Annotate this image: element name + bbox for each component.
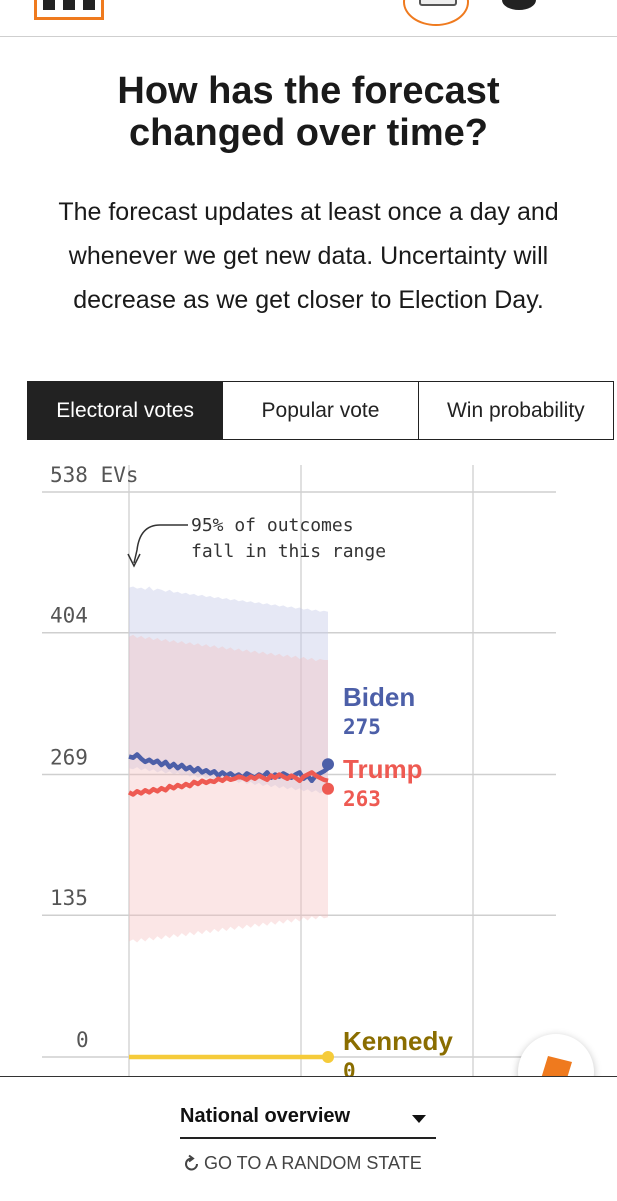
chevron-down-icon xyxy=(412,1115,426,1123)
y-tick-label: 538 EVs xyxy=(50,463,139,487)
trump-range-band xyxy=(129,634,328,943)
tab-electoral-votes[interactable]: Electoral votes xyxy=(28,382,223,439)
region-selector[interactable]: National overview xyxy=(180,1103,436,1139)
kennedy-value-label: 0 xyxy=(343,1059,356,1076)
biden-end-dot xyxy=(322,758,334,771)
annotation-line-1: 95% of outcomes xyxy=(191,515,354,536)
biden-range-band xyxy=(129,586,328,794)
tab-popular-vote[interactable]: Popular vote xyxy=(222,382,418,439)
trump-line xyxy=(127,770,329,797)
region-selector-label: National overview xyxy=(180,1105,351,1127)
annotation-line-2: fall in this range xyxy=(191,541,386,562)
y-tick-label: 0 xyxy=(76,1028,89,1052)
refresh-icon xyxy=(185,1154,198,1170)
site-logo[interactable] xyxy=(34,0,104,20)
y-tick-label: 135 xyxy=(50,886,88,910)
forecast-chart: 538 EVs 404 269 135 0 95% of outcomes fall i… xyxy=(42,463,556,1076)
metric-tabs: Electoral votes Popular vote Win probabi… xyxy=(27,381,614,440)
trump-end-dot xyxy=(322,782,334,795)
y-tick-label: 404 xyxy=(50,604,88,628)
kennedy-series-label: Kennedy xyxy=(343,1026,453,1056)
site-header xyxy=(0,0,617,37)
biden-value-label: 275 xyxy=(343,715,381,739)
trump-value-label: 263 xyxy=(343,787,381,811)
y-tick-label: 269 xyxy=(50,746,88,770)
kennedy-end-dot xyxy=(322,1051,334,1063)
account-icon[interactable] xyxy=(403,0,469,26)
tab-win-probability[interactable]: Win probability xyxy=(417,382,613,439)
menu-icon[interactable] xyxy=(502,0,536,10)
trump-series-label: Trump xyxy=(343,754,422,784)
footer-bar: National overview GO TO A RANDOM STATE xyxy=(0,1076,617,1201)
section-description: The forecast updates at least once a day… xyxy=(58,198,559,314)
random-state-link[interactable]: GO TO A RANDOM STATE xyxy=(182,1153,422,1174)
random-state-label: GO TO A RANDOM STATE xyxy=(204,1153,422,1173)
biden-series-label: Biden xyxy=(343,682,415,712)
section-heading: How has the forecast changed over time? xyxy=(117,70,500,154)
range-annotation: 95% of outcomes fall in this range xyxy=(127,515,386,568)
